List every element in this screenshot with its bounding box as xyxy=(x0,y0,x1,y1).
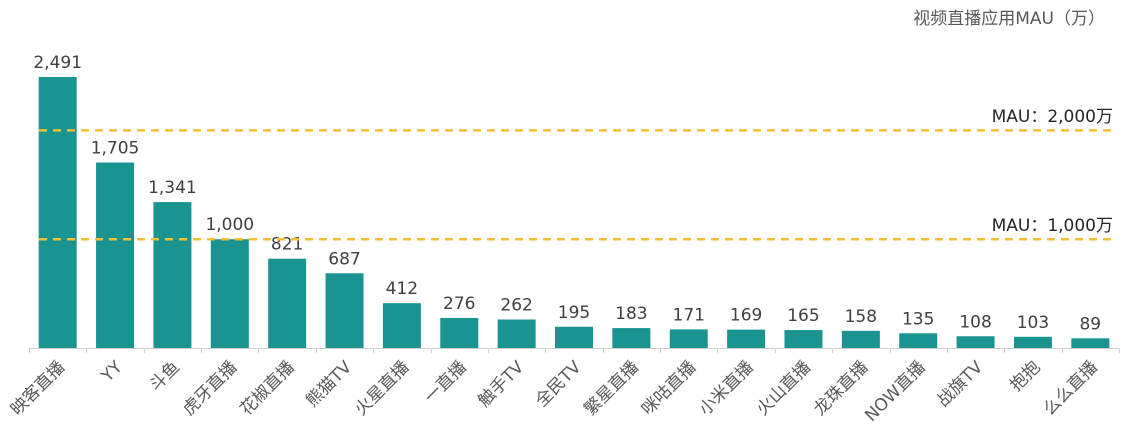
bar-value-label: 169 xyxy=(730,306,762,326)
category-label: NOW直播 xyxy=(861,357,930,426)
bar-value-label: 108 xyxy=(959,312,991,332)
chart-title: 视频直播应用MAU（万） xyxy=(913,9,1105,29)
bar xyxy=(268,258,307,348)
category-label: 花椒直播 xyxy=(236,357,298,419)
bar xyxy=(555,326,593,348)
bar-value-label: 171 xyxy=(673,305,705,325)
bar xyxy=(727,329,766,348)
category-label: 熊猫TV xyxy=(302,357,356,411)
bar xyxy=(38,77,77,348)
bar xyxy=(612,328,651,348)
bar xyxy=(1071,338,1110,348)
reference-line-label: MAU：1,000万 xyxy=(991,216,1113,237)
bar xyxy=(497,319,536,348)
bar-value-label: 158 xyxy=(845,307,877,327)
category-label: 火星直播 xyxy=(351,357,413,419)
bar xyxy=(382,303,421,348)
bar xyxy=(210,239,249,348)
bar xyxy=(96,162,135,348)
bar-value-label: 1,341 xyxy=(148,178,197,198)
category-label: 虎牙直播 xyxy=(179,357,241,419)
bar xyxy=(841,330,880,348)
category-label: 斗鱼 xyxy=(146,357,184,395)
bar-value-label: 195 xyxy=(558,303,590,323)
reference-line-label: MAU：2,000万 xyxy=(991,107,1113,128)
bar xyxy=(956,336,995,348)
bar-value-label: 276 xyxy=(443,294,475,314)
category-label: YY xyxy=(97,357,127,387)
bar-value-label: 262 xyxy=(500,295,532,315)
bar-value-label: 89 xyxy=(1079,314,1101,334)
category-label: 火山直播 xyxy=(753,357,815,419)
bar-value-label: 412 xyxy=(386,279,418,299)
bar-value-label: 135 xyxy=(902,309,934,329)
bar xyxy=(1013,336,1052,348)
bar-value-label: 165 xyxy=(787,306,819,326)
bar-value-label: 687 xyxy=(328,249,360,269)
bar xyxy=(899,333,938,348)
category-label: 咪咕直播 xyxy=(638,357,700,419)
bar xyxy=(669,329,708,348)
bar-value-label: 1,000 xyxy=(205,215,254,235)
bar-value-label: 1,705 xyxy=(91,139,140,159)
bar xyxy=(325,273,364,348)
bar xyxy=(153,202,192,348)
bar-value-label: 2,491 xyxy=(33,53,82,73)
bar-value-label: 183 xyxy=(615,304,647,324)
bar xyxy=(440,317,479,348)
category-label: 抱抱 xyxy=(1006,357,1044,395)
category-label: 战旗TV xyxy=(933,357,987,411)
category-label: 映客直播 xyxy=(7,357,69,419)
category-label: 触手TV xyxy=(474,357,528,411)
category-label: 一直播 xyxy=(421,357,471,407)
bar xyxy=(784,330,823,348)
category-label: 小米直播 xyxy=(695,357,757,419)
bar-value-label: 821 xyxy=(271,235,303,255)
bar-value-label: 103 xyxy=(1017,313,1049,333)
category-label: 繁星直播 xyxy=(581,357,643,419)
category-label: 么么直播 xyxy=(1040,357,1102,419)
category-label: 全民TV xyxy=(532,357,586,411)
